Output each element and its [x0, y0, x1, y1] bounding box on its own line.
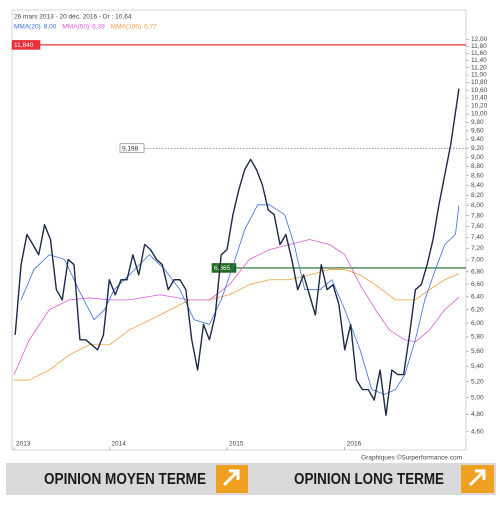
moving-average-line — [13, 239, 460, 375]
y-tick-label: 9,60 — [471, 127, 484, 134]
y-tick-label: 5,60 — [471, 348, 484, 355]
reference-label-box — [211, 263, 237, 273]
y-tick-label: 7,20 — [471, 245, 484, 252]
button-label[interactable]: OPINION MOYEN TERME — [44, 471, 206, 488]
y-tick-label: 11,80 — [471, 43, 487, 50]
y-tick-label: 9,00 — [471, 154, 484, 161]
y-tick-label: 10,60 — [471, 87, 488, 94]
y-tick-label: 7,00 — [471, 257, 484, 264]
plot-frame — [11, 9, 467, 451]
x-tick-label: 2016 — [347, 441, 362, 448]
x-tick-label: 2013 — [16, 441, 31, 448]
arrow-icon — [222, 469, 240, 487]
x-tick-label: 2015 — [229, 441, 244, 448]
button[interactable]: OPINION MOYEN TERME — [44, 465, 248, 493]
y-tick-label: 10,00 — [471, 111, 488, 118]
reference-label: 11,840 — [14, 42, 34, 49]
legend-label: MMA(20) — [14, 24, 41, 31]
y-tick-label: 5,80 — [471, 334, 484, 341]
y-tick-label: 7,80 — [471, 212, 484, 219]
y-tick-label: 8,40 — [471, 182, 484, 189]
reference-label-box — [119, 143, 145, 154]
y-tick-label: 12,00 — [471, 36, 488, 43]
y-tick-label: 11,60 — [471, 50, 487, 57]
y-tick-label: 5,20 — [471, 378, 484, 385]
price-line — [14, 88, 460, 416]
y-tick-label: 6,80 — [471, 269, 484, 276]
y-tick-label: 9,80 — [471, 119, 484, 126]
reference-label: 6,865 — [214, 265, 231, 272]
y-tick-label: 7,60 — [471, 223, 484, 230]
button[interactable]: OPINION LONG TERME — [294, 465, 494, 493]
y-tick-label: 6,60 — [471, 281, 484, 288]
legend-value: 6,77 — [144, 24, 157, 31]
legend-label: MMA(50) — [62, 24, 89, 31]
arrow-icon — [468, 469, 486, 487]
reference-label-box — [11, 40, 41, 50]
y-tick-label: 9,40 — [471, 136, 484, 143]
y-tick-label: 5,00 — [471, 394, 484, 401]
legend-value: 8,00 — [44, 24, 57, 31]
credit: Graphiques ©Surperformance.com — [361, 454, 462, 462]
y-tick-label: 8,00 — [471, 202, 484, 209]
y-tick-label: 4,60 — [471, 429, 484, 436]
y-tick-label: 10,80 — [471, 79, 488, 86]
y-tick-label: 6,40 — [471, 293, 484, 300]
y-tick-label: 11,20 — [471, 64, 487, 71]
y-tick-label: 4,80 — [471, 411, 484, 418]
legend-value: 6,39 — [92, 24, 105, 31]
chart-subtitle: 26 mars 2013 - 20 déc. 2016 - Dr : 10,64 — [14, 14, 132, 21]
y-tick-label: 8,60 — [471, 172, 484, 179]
y-tick-label: 6,20 — [471, 306, 484, 313]
y-tick-label: 10,40 — [471, 95, 488, 102]
legend-label: MMA(100) — [111, 24, 141, 31]
y-tick-label: 7,40 — [471, 234, 484, 241]
y-tick-label: 8,20 — [471, 192, 484, 199]
moving-average-line — [14, 269, 460, 381]
y-tick-label: 11,00 — [471, 72, 487, 79]
button-bar — [6, 463, 496, 495]
y-tick-label: 11,40 — [471, 57, 487, 64]
y-tick-label: 8,80 — [471, 163, 484, 170]
plot: 4,60 4,80 5,00 5,20 5,40 5,60 5,80 6,00 6,20 6,40… — [11, 9, 488, 451]
y-tick-label: 6,00 — [471, 320, 484, 327]
reference-label: 9,198 — [122, 145, 139, 152]
button-label[interactable]: OPINION LONG TERME — [294, 471, 444, 488]
y-tick-label: 9,20 — [471, 145, 484, 152]
x-tick-label: 2014 — [111, 441, 126, 448]
moving-average-line — [20, 204, 460, 395]
y-tick-label: 10,20 — [471, 103, 488, 110]
y-tick-label: 5,40 — [471, 363, 484, 370]
